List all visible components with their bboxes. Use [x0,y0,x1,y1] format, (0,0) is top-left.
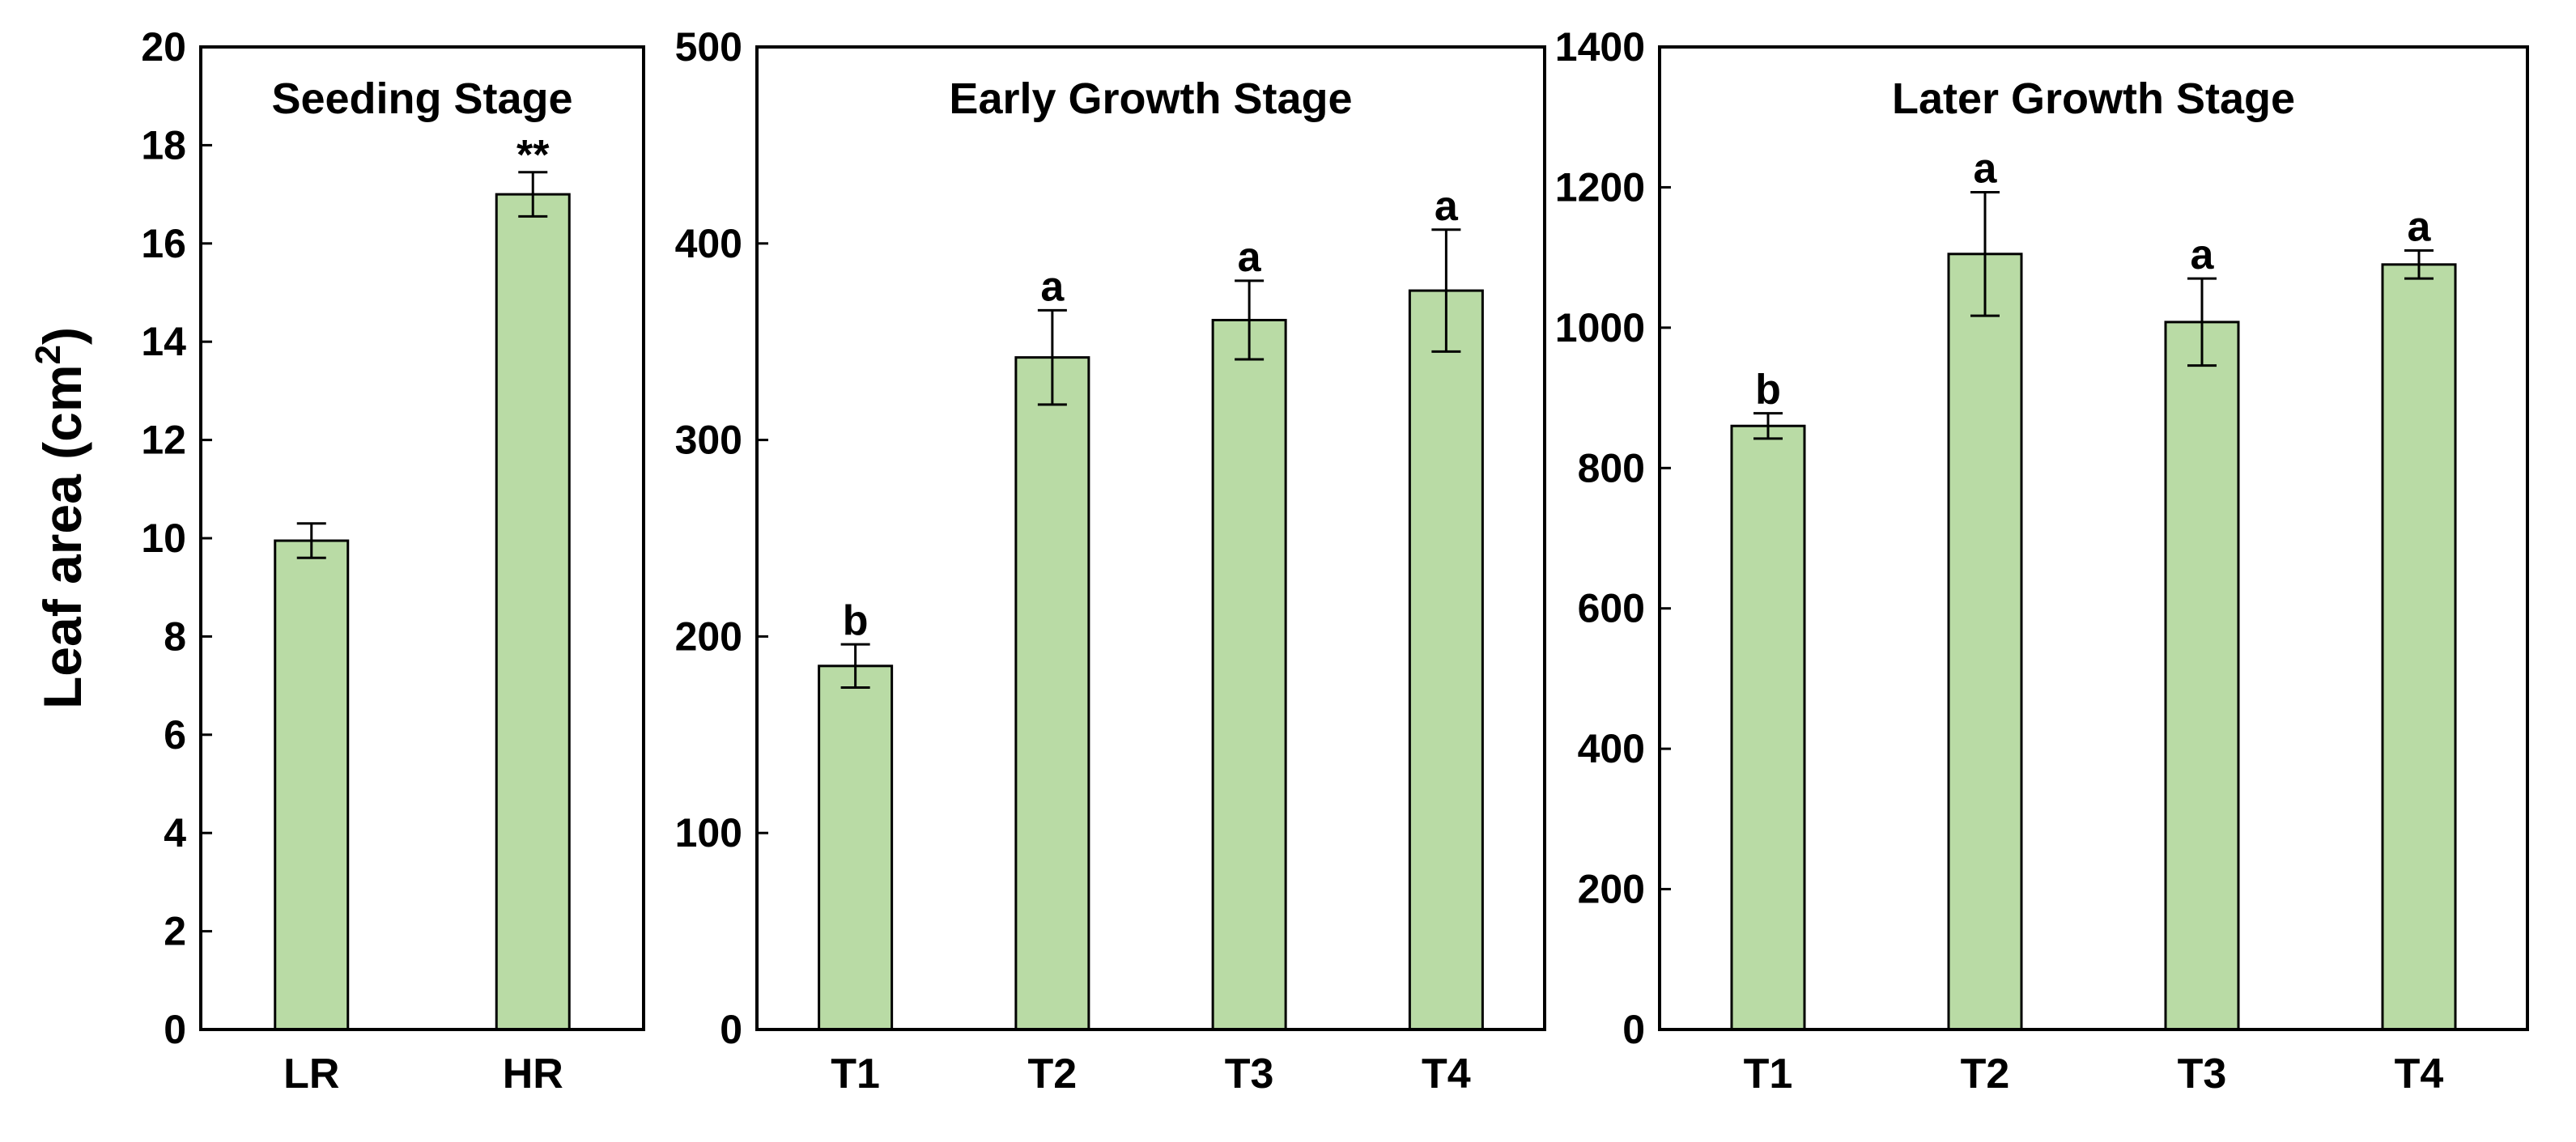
significance-label: b [843,597,869,644]
y-axis-title: Leaf area (cm2) [28,327,92,709]
y-tick-label: 18 [141,122,186,168]
bar [1947,253,2023,1031]
y-tick-label: 600 [1578,586,1645,631]
plot-frame [199,45,645,1031]
y-tick-label: 12 [141,418,186,463]
panel-early-growth-stage: 0 100 200 300 400 500 b T1 a T2 a T3 a T4 Early Growth… [675,24,1546,1097]
x-tick-label: T2 [1961,1051,2010,1097]
bar [1014,356,1090,1031]
significance-label: a [2408,203,2432,250]
y-tick-label: 1400 [1555,24,1645,70]
y-tick-label: 1000 [1555,305,1645,350]
y-tick-label: 100 [675,810,742,855]
y-tick-label: 8 [164,613,186,659]
y-tick-label: 200 [1578,867,1645,912]
panel-title: Later Growth Stage [1892,74,2295,123]
x-tick-label: T1 [1744,1051,1793,1097]
panel-title: Early Growth Stage [949,74,1352,123]
y-tick-label: 500 [675,24,742,70]
significance-label: a [1435,183,1459,230]
bar [1730,424,1806,1031]
panel-title: Seeding Stage [271,74,572,123]
significance-label: b [1755,367,1781,414]
x-tick-label: T3 [1225,1051,1274,1097]
y-tick-label: 400 [675,221,742,266]
significance-label: a [1040,263,1065,310]
bar [1211,318,1287,1031]
y-tick-label: 800 [1578,445,1645,490]
y-tick-label: 1200 [1555,164,1645,210]
y-axis-title-main: Leaf area (cm [32,364,92,709]
y-tick-label: 2 [164,909,186,954]
y-tick-label: 300 [675,418,742,463]
significance-label: a [2191,231,2215,278]
x-tick-label: LR [283,1051,339,1097]
y-tick-label: 4 [164,810,186,855]
y-tick-label: 400 [1578,726,1645,771]
significance-label: a [1974,145,1998,192]
plot-frame [1658,45,2529,1031]
bar [2164,321,2240,1031]
y-tick-label: 14 [141,319,186,364]
y-axis-title-close: ) [32,327,92,345]
y-axis-title-superscript: 2 [28,345,68,364]
significance-label: a [1238,234,1262,281]
bar [274,539,350,1031]
bar [1408,289,1484,1031]
significance-label: ** [516,132,550,179]
y-tick-label: 16 [141,221,186,266]
x-tick-label: HR [503,1051,563,1097]
y-tick-label: 10 [141,516,186,561]
y-tick-label: 0 [164,1007,186,1052]
x-tick-label: T2 [1028,1051,1078,1097]
panel-later-growth-stage: 0 200 400 600 800 1000 1200 1400 b T1 a T2 a T3 a T4 Lat… [1555,24,2529,1097]
x-tick-label: T1 [831,1051,880,1097]
y-tick-label: 6 [164,712,186,758]
bar [495,193,571,1031]
x-tick-label: T4 [1422,1051,1471,1097]
bar [2381,263,2457,1031]
x-tick-label: T3 [2178,1051,2227,1097]
y-tick-label: 0 [1622,1007,1645,1052]
y-tick-label: 20 [141,24,186,70]
panel-seeding-stage: 0 2 4 6 8 10 12 14 16 18 20 LR ** HR Seeding Stage [141,24,645,1097]
y-tick-label: 0 [720,1007,742,1052]
x-tick-label: T4 [2395,1051,2444,1097]
plot-frame [755,45,1546,1031]
y-tick-label: 200 [675,613,742,659]
bar [818,664,894,1031]
